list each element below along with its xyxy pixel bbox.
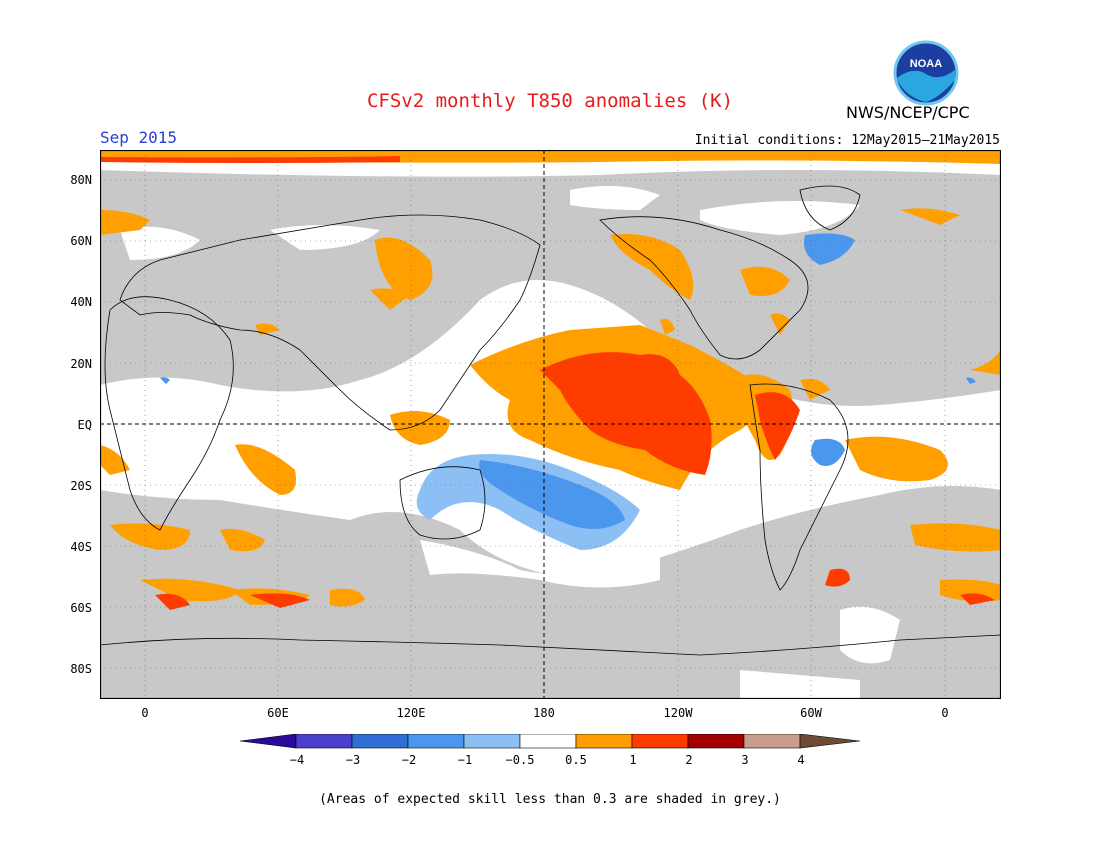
lon-label-60e: 60E [267,706,289,720]
colorbar-label: 1 [629,753,637,767]
coastlines [100,185,1001,656]
colorbar-label: −2 [401,753,417,767]
colorbar-label: 0.5 [565,753,587,767]
agency-label: NWS/NCEP/CPC [846,103,970,122]
colorbar-label: 4 [797,753,805,767]
lat-label-20n: 20N [70,357,92,371]
lon-label-180: 180 [533,706,555,720]
colorbar-label: −3 [345,753,361,767]
lat-label-eq: EQ [77,418,92,432]
anomaly-map [100,150,1001,699]
map-frame [100,150,1001,699]
lat-label-80s: 80S [70,662,92,676]
skill-note: (Areas of expected skill less than 0.3 a… [319,792,781,807]
colorbar-label: −1 [457,753,473,767]
colorbar-label: −0.5 [505,753,535,767]
colorbar-label: −4 [289,753,305,767]
colorbar-label: 2 [685,753,693,767]
noaa-logo-text: NOAA [910,58,942,70]
lon-label-0-left: 0 [141,706,149,720]
grid-lines [100,150,1001,699]
noaa-logo: NOAA [893,40,959,106]
colorbar-labels: −4 −3 −2 −1 −0.5 0.5 1 2 3 4 [0,753,1100,769]
colorbar-label: 3 [741,753,749,767]
cool-anomaly-regions [160,233,976,550]
map-title: CFSv2 monthly T850 anomalies (K) [366,90,734,112]
lon-label-120w: 120W [663,706,693,720]
lat-label-80n: 80N [70,173,92,187]
forecast-month: Sep 2015 [100,128,178,147]
lat-label-40n: 40N [70,295,92,309]
strong-warm-anomaly-regions [100,156,995,610]
lat-label-20s: 20S [70,479,92,493]
lat-label-60n: 60N [70,234,92,248]
colorbar [240,734,861,749]
lat-label-60s: 60S [70,601,92,615]
lon-label-120e: 120E [396,706,426,720]
initial-conditions: Initial conditions: 12May2015–21May2015 [694,133,1000,148]
lon-label-0-right: 0 [941,706,949,720]
lat-label-40s: 40S [70,540,92,554]
lon-label-60w: 60W [800,706,822,720]
